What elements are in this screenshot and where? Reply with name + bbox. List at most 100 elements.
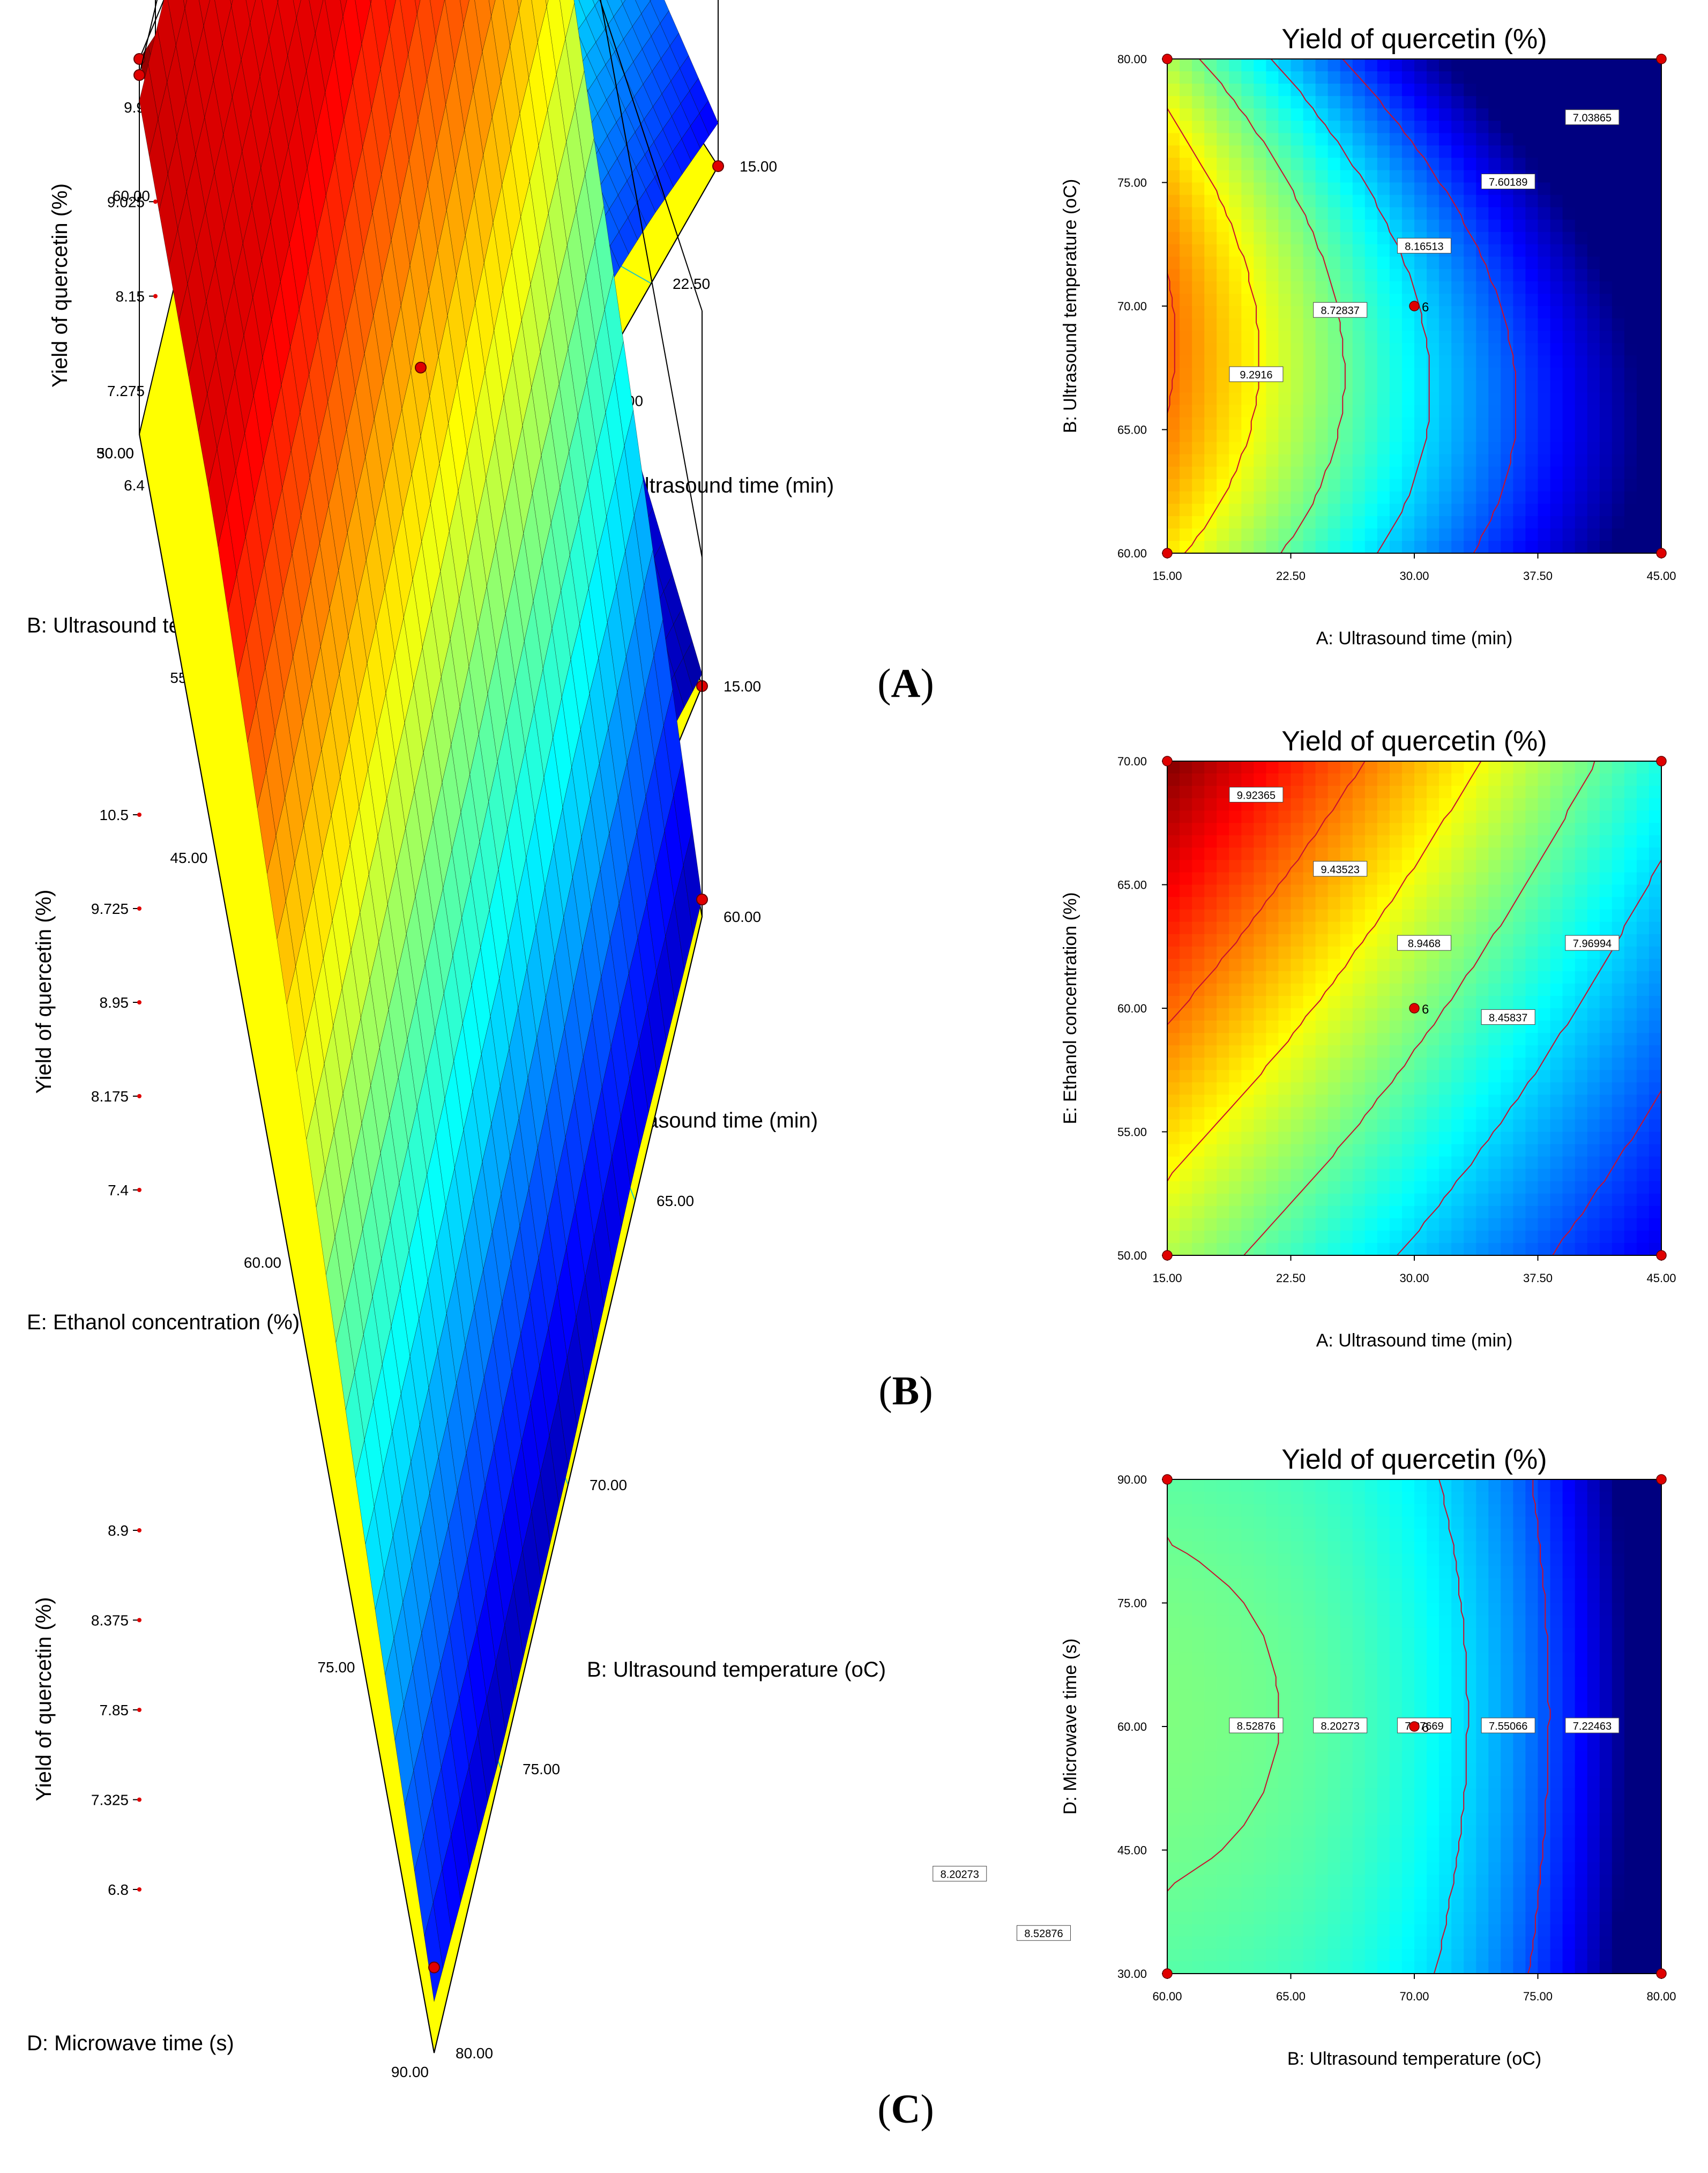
heatmap-cell <box>1192 269 1205 282</box>
heatmap-cell <box>1377 158 1390 171</box>
heatmap-cell <box>1439 84 1452 96</box>
heatmap-cell <box>1303 405 1316 418</box>
heatmap-cell <box>1192 405 1205 418</box>
heatmap-cell <box>1266 182 1279 196</box>
heatmap-cell <box>1327 219 1341 233</box>
heatmap-cell <box>1624 392 1637 406</box>
heatmap-cell <box>1352 281 1366 294</box>
heatmap-cell <box>1587 541 1600 553</box>
heatmap-cell <box>1587 392 1600 406</box>
heatmap-cell <box>1278 244 1292 257</box>
back-tick-label: 90.00 <box>391 2064 429 2080</box>
heatmap-cell <box>1180 170 1192 183</box>
heatmap-cell <box>1636 773 1650 786</box>
heatmap-cell <box>1587 823 1600 836</box>
heatmap-cell <box>1587 232 1600 245</box>
heatmap-cell <box>1180 182 1192 196</box>
surface-cell <box>592 0 599 6</box>
heatmap-cell <box>1204 59 1218 72</box>
heatmap-cell <box>1303 454 1316 467</box>
heatmap-cell <box>1414 207 1427 220</box>
heatmap-cell <box>1550 71 1563 84</box>
heatmap-cell <box>1167 516 1180 529</box>
heatmap-cell <box>1291 786 1304 799</box>
heatmap-cell <box>1229 491 1242 504</box>
heatmap-cell <box>1278 59 1292 72</box>
heatmap-cell <box>1303 355 1316 369</box>
heatmap-cell <box>1476 306 1489 319</box>
heatmap-cell <box>1538 219 1551 233</box>
surface-cell <box>385 0 396 29</box>
heatmap-cell <box>1377 331 1390 344</box>
heatmap-cell <box>1476 872 1489 885</box>
heatmap-cell <box>1340 884 1353 898</box>
heatmap-cell <box>1352 182 1366 196</box>
heatmap-cell <box>1451 479 1465 492</box>
heatmap-cell <box>1291 909 1304 922</box>
heatmap-cell <box>1414 860 1427 873</box>
contour-level-label: 7.60189 <box>1481 174 1535 189</box>
heatmap-cell <box>1180 380 1192 393</box>
heatmap-cell <box>1303 158 1316 171</box>
heatmap-cell <box>1315 417 1329 430</box>
heatmap-cell <box>1513 528 1526 541</box>
heatmap-cell <box>1464 256 1477 270</box>
heatmap-cell <box>1352 823 1366 836</box>
heatmap-cell <box>1254 380 1267 393</box>
heatmap-cell <box>1217 429 1230 443</box>
heatmap-cell <box>1278 269 1292 282</box>
heatmap-cell <box>1217 355 1230 369</box>
heatmap-cell <box>1439 528 1452 541</box>
heatmap-cell <box>1649 84 1661 96</box>
heatmap-cell <box>1501 269 1514 282</box>
heatmap-cell <box>1377 281 1390 294</box>
heatmap-cell <box>1167 810 1180 824</box>
heatmap-cell <box>1315 392 1329 406</box>
heatmap-cell <box>1204 158 1218 171</box>
heatmap-cell <box>1340 798 1353 812</box>
heatmap-cell <box>1389 429 1403 443</box>
heatmap-cell <box>1513 318 1526 331</box>
heatmap-cell <box>1414 108 1427 122</box>
heatmap-cell <box>1587 158 1600 171</box>
heatmap-cell <box>1192 306 1205 319</box>
heatmap-cell <box>1352 269 1366 282</box>
heatmap-cell <box>1217 256 1230 270</box>
heatmap-cell <box>1575 479 1588 492</box>
surface-cell <box>578 0 595 19</box>
heatmap-cell <box>1439 294 1452 307</box>
heatmap-cell <box>1612 528 1625 541</box>
heatmap-cell <box>1266 897 1279 910</box>
heatmap-cell <box>1315 786 1329 799</box>
heatmap-cell <box>1538 380 1551 393</box>
heatmap-cell <box>1229 909 1242 922</box>
heatmap-cell <box>1451 761 1465 774</box>
heatmap-cell <box>1636 442 1650 455</box>
heatmap-cell <box>1562 59 1576 72</box>
heatmap-cell <box>1241 872 1255 885</box>
heatmap-cell <box>1612 392 1625 406</box>
heatmap-cell <box>1612 786 1625 799</box>
heatmap-cell <box>1167 835 1180 849</box>
heatmap-cell <box>1167 405 1180 418</box>
heatmap-cell <box>1575 145 1588 159</box>
heatmap-cell <box>1315 380 1329 393</box>
heatmap-cell <box>1624 454 1637 467</box>
heatmap-cell <box>1377 835 1390 849</box>
heatmap-cell <box>1266 479 1279 492</box>
heatmap-cell <box>1241 810 1255 824</box>
heatmap-cell <box>1303 182 1316 196</box>
heatmap-cell <box>1364 798 1378 812</box>
heatmap-cell <box>1464 429 1477 443</box>
heatmap-cell <box>1241 232 1255 245</box>
heatmap-cell <box>1364 281 1378 294</box>
z-tick-dot <box>137 1528 141 1532</box>
heatmap-cell <box>1352 158 1366 171</box>
heatmap-cell <box>1315 59 1329 72</box>
heatmap-cell <box>1612 823 1625 836</box>
heatmap-cell <box>1192 897 1205 910</box>
heatmap-cell <box>1501 232 1514 245</box>
heatmap-cell <box>1192 331 1205 344</box>
heatmap-cell <box>1377 466 1390 480</box>
